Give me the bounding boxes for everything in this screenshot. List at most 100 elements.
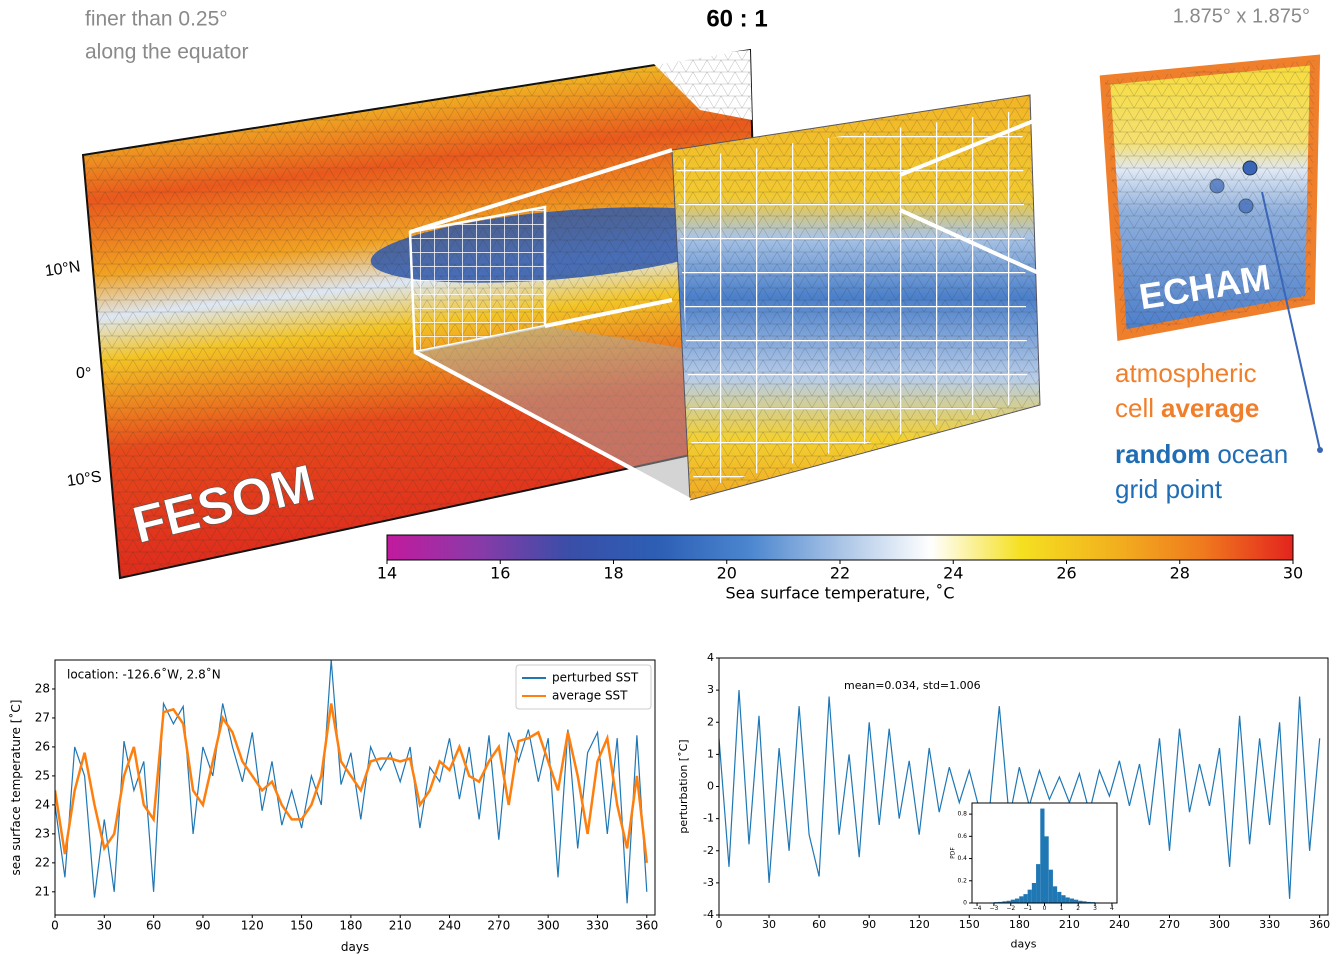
y-tick-label: 0.2	[957, 877, 967, 884]
y-tick-label: 25	[35, 768, 50, 782]
hist-bar	[1040, 809, 1044, 903]
ratio: 60 : 1	[706, 5, 767, 32]
note: 1.875° x 1.875°	[1173, 5, 1310, 27]
y-axis-label: sea surface temperature [˚C]	[8, 700, 23, 876]
y-tick-label: -2	[703, 844, 714, 857]
x-tick-label: 0	[1043, 905, 1047, 912]
atmo-grid	[676, 110, 1028, 490]
y-tick-label: -4	[703, 908, 714, 921]
y-tick-label: 27	[35, 710, 50, 724]
caption: grid point	[1115, 474, 1223, 504]
illustration: finer than 0.25° along the equator 60 : …	[44, 5, 1323, 578]
hist-bar	[1015, 899, 1019, 903]
y-tick-label: 26	[35, 739, 50, 753]
x-tick-label: 330	[586, 918, 609, 932]
x-tick-label: 24	[943, 564, 963, 583]
hist-bar	[1028, 890, 1032, 903]
legend-label: average SST	[552, 689, 628, 703]
x-tick-label: 300	[537, 918, 560, 932]
x-tick-label: −1	[1023, 905, 1032, 912]
y-axis-label: perturbation [˚C]	[677, 739, 690, 833]
x-tick-label: −4	[973, 905, 982, 912]
colorbar	[387, 535, 1293, 560]
x-tick-label: 26	[1056, 564, 1076, 583]
y-tick-label: 1	[707, 747, 714, 760]
lat-label: 10°N	[44, 258, 82, 280]
hist-bar	[1023, 894, 1027, 903]
caption-word: ocean	[1217, 439, 1288, 469]
x-tick-label: 20	[717, 564, 737, 583]
x-tick-label: 30	[762, 918, 776, 931]
y-tick-label: 4	[707, 651, 714, 664]
x-axis-label: days	[341, 940, 369, 954]
y-tick-label: 0.4	[957, 855, 967, 862]
hist-bar	[1049, 870, 1053, 903]
x-tick-label: 4	[1110, 905, 1114, 912]
x-tick-label: 270	[487, 918, 510, 932]
y-tick-label: -3	[703, 876, 714, 889]
y-tick-label: -1	[703, 812, 714, 825]
y-tick-label: 24	[35, 797, 50, 811]
x-tick-label: 330	[1259, 918, 1280, 931]
x-tick-label: 0	[716, 918, 723, 931]
x-tick-label: 22	[830, 564, 850, 583]
x-tick-label: −2	[1006, 905, 1015, 912]
legend-label: perturbed SST	[552, 671, 639, 685]
caption-word: cell	[1115, 393, 1154, 423]
hist-bar	[1019, 896, 1023, 903]
y-axis-label: PDF	[949, 847, 956, 859]
x-tick-label: 30	[1283, 564, 1303, 583]
hist-bar	[1070, 899, 1074, 903]
page: finer than 0.25° along the equator 60 : …	[0, 0, 1338, 955]
lat-label: 10°S	[66, 468, 103, 490]
hist-bar	[1032, 883, 1036, 903]
x-tick-label: 270	[1159, 918, 1180, 931]
x-tick-label: 210	[1059, 918, 1080, 931]
x-tick-label: 240	[1109, 918, 1130, 931]
x-tick-label: 360	[1309, 918, 1330, 931]
hist-bar	[1066, 897, 1070, 903]
y-tick-label: 0.6	[957, 833, 967, 840]
hist-bar	[1036, 864, 1040, 903]
hist-bar	[1045, 836, 1049, 903]
arrow-dot	[1317, 447, 1323, 453]
x-axis-label: Sea surface temperature, ˚C	[725, 584, 954, 603]
lat-label: 0°	[76, 365, 91, 382]
y-tick-label: 0	[707, 780, 714, 793]
x-tick-label: −3	[989, 905, 998, 912]
x-tick-label: 300	[1209, 918, 1230, 931]
x-tick-label: 210	[389, 918, 412, 932]
x-axis-label: days	[1011, 938, 1037, 951]
x-tick-label: 360	[635, 918, 658, 932]
x-tick-label: 60	[812, 918, 826, 931]
x-tick-label: 3	[1093, 905, 1097, 912]
x-tick-label: 1	[1059, 905, 1063, 912]
x-tick-label: 16	[490, 564, 510, 583]
y-tick-label: 0.8	[957, 811, 967, 818]
figure: finer than 0.25° along the equator 60 : …	[0, 0, 1338, 955]
x-tick-label: 150	[290, 918, 313, 932]
caption-word: random	[1115, 439, 1210, 469]
x-tick-label: 18	[603, 564, 623, 583]
x-tick-label: 120	[909, 918, 930, 931]
y-tick-label: 0	[963, 900, 967, 907]
x-tick-label: 240	[438, 918, 461, 932]
x-tick-label: 14	[377, 564, 397, 583]
hist-bar	[1057, 892, 1061, 903]
y-tick-label: 21	[35, 884, 50, 898]
x-tick-label: 30	[97, 918, 112, 932]
caption: atmospheric	[1115, 358, 1257, 388]
hist-bar	[1061, 895, 1065, 903]
annotation: location: -126.6˚W, 2.8˚N	[67, 667, 221, 682]
x-tick-label: 180	[1009, 918, 1030, 931]
x-tick-label: 60	[146, 918, 161, 932]
x-tick-label: 180	[339, 918, 362, 932]
x-tick-label: 90	[195, 918, 210, 932]
x-tick-label: 0	[51, 918, 59, 932]
caption-word: average	[1161, 393, 1259, 423]
x-tick-label: 120	[241, 918, 264, 932]
annotation: mean=0.034, std=1.006	[844, 679, 981, 692]
x-tick-label: 90	[862, 918, 876, 931]
